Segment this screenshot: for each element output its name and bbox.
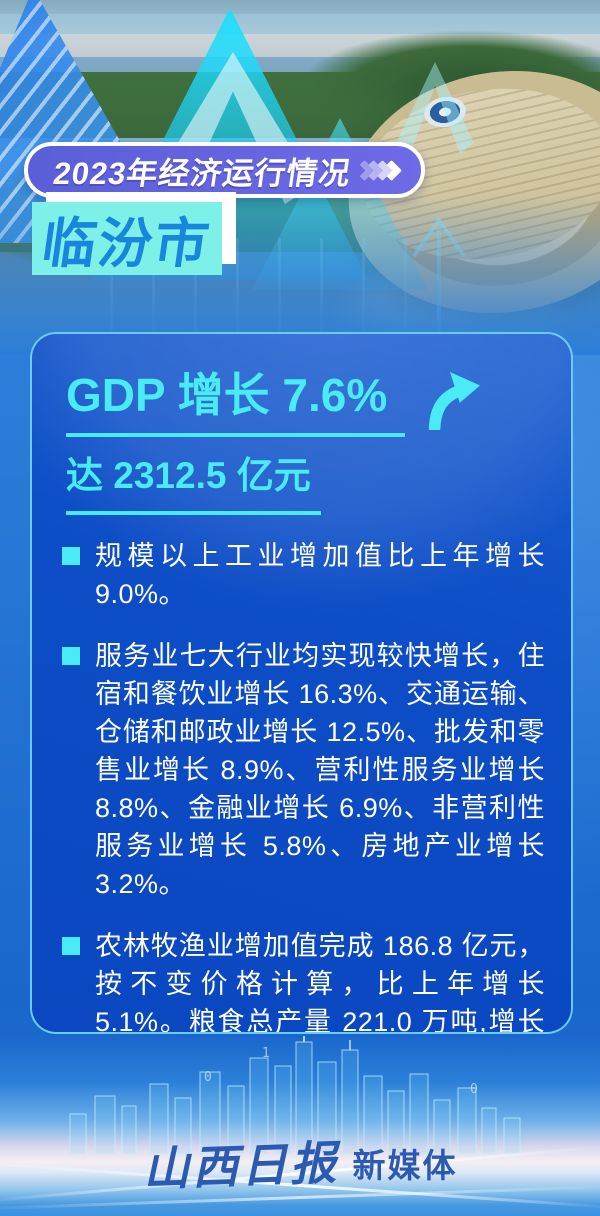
gdp-headline-row: GDP 增长 7.6% <box>66 370 571 437</box>
city-name: 临汾市 <box>38 214 215 274</box>
gdp-headline: GDP 增长 7.6% <box>66 370 406 437</box>
binary-digit-decoration: 0 <box>470 1082 478 1097</box>
stat-text-services: 服务业七大行业均实现较快增长，住宿和餐饮业增长 16.3%、交通运输、仓储和邮政… <box>95 640 545 899</box>
stat-bullet-list: 规模以上工业增加值比上年增长 9.0%。 服务业七大行业均实现较快增长，住宿和餐… <box>62 537 545 1034</box>
square-bullet-icon <box>62 936 80 955</box>
gdp-sub-row: 达 2312.5 亿元 <box>66 445 571 515</box>
year-banner: 2023年经济运行情况 <box>24 142 425 198</box>
gdp-sub-headline: 达 2312.5 亿元 <box>66 445 321 515</box>
footer: 0 1 0 山西日报 新媒体 <box>0 1034 600 1216</box>
trend-up-arrow-icon <box>429 372 481 430</box>
city-box: 临汾市 <box>32 202 222 275</box>
digital-city-skyline <box>69 1036 521 1154</box>
publisher-brand: 山西日报 新媒体 <box>0 1130 600 1197</box>
brand-calligraphy-logo: 山西日报 <box>141 1135 340 1197</box>
statistics-card: GDP 增长 7.6% 达 2312.5 亿元 规模以上工业增加值比上年增长 9… <box>30 332 573 1034</box>
square-bullet-icon <box>62 646 80 665</box>
list-item: 农林牧渔业增加值完成 186.8 亿元，按不变价格计算，比上年增长 5.1%。粮… <box>62 927 545 1034</box>
banner-title: 2023年经济运行情况 <box>51 155 354 191</box>
stat-text-agriculture: 农林牧渔业增加值完成 186.8 亿元，按不变价格计算，比上年增长 5.1%。粮… <box>95 930 545 1034</box>
list-item: 规模以上工业增加值比上年增长 9.0%。 <box>62 537 545 613</box>
brand-suffix-label: 新媒体 <box>352 1147 458 1184</box>
list-item: 服务业七大行业均实现较快增长，住宿和餐饮业增长 16.3%、交通运输、仓储和邮政… <box>62 637 545 903</box>
stat-text-industry: 规模以上工业增加值比上年增长 9.0%。 <box>95 540 545 609</box>
chevron-right-icon <box>353 159 403 181</box>
binary-digit-decoration: 1 <box>262 1046 270 1061</box>
square-bullet-icon <box>62 546 80 565</box>
binary-digit-decoration: 0 <box>204 1070 212 1085</box>
